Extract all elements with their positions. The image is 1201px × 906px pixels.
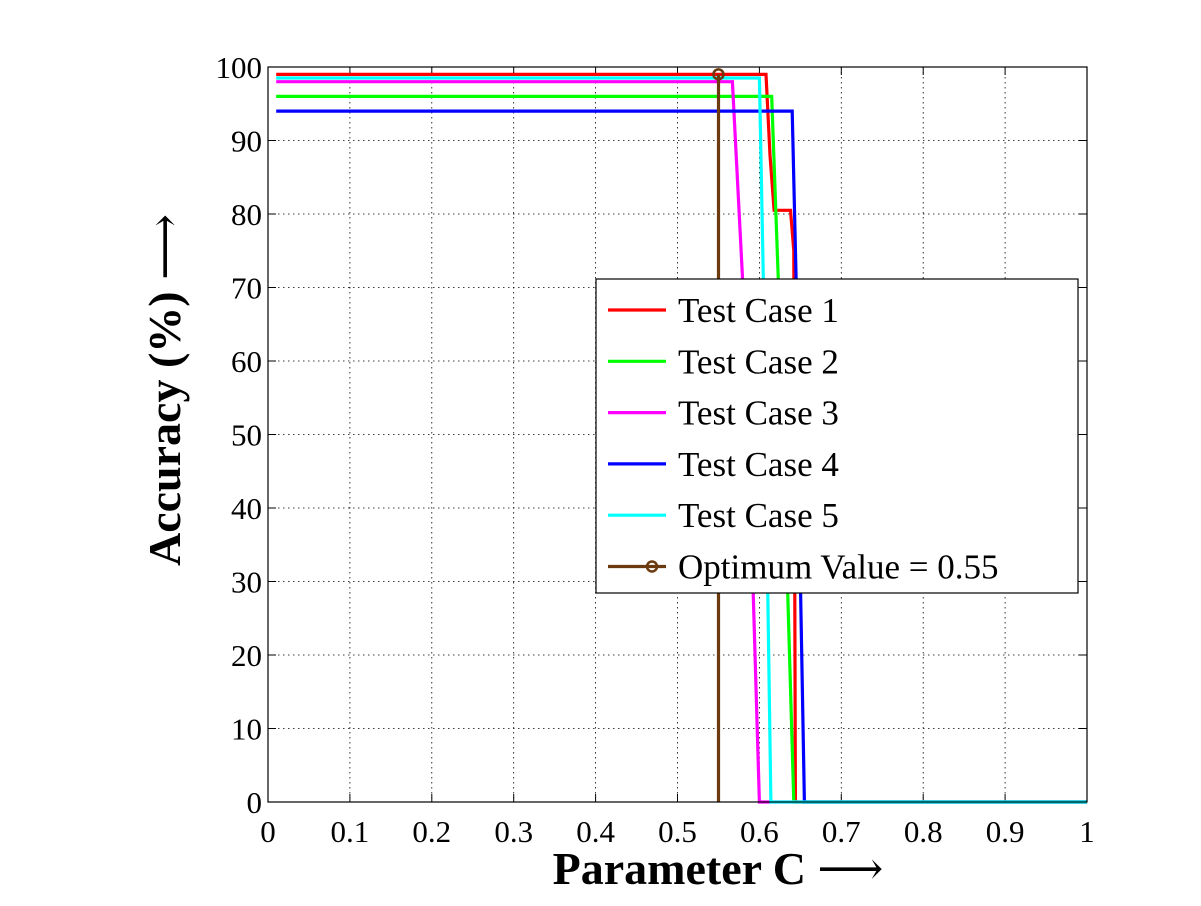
x-axis-title: Parameter C ⟶ (553, 843, 884, 894)
y-tick-label: 90 (231, 124, 262, 159)
x-tick-label: 0.1 (331, 814, 370, 849)
x-tick-label: 1 (1079, 814, 1095, 849)
legend-label-6: Optimum Value = 0.55 (678, 548, 998, 587)
x-tick-label: 0.6 (740, 814, 779, 849)
x-tick-label: 0.3 (494, 814, 533, 849)
legend-label-2: Test Case 2 (678, 342, 839, 381)
plot-frame (267, 66, 1088, 803)
y-tick-label: 50 (231, 418, 262, 453)
legend-label-5: Test Case 5 (678, 496, 839, 535)
x-tick-label: 0.8 (904, 814, 943, 849)
legend: Test Case 1 Test Case 2 Test Case 3 Test Ca… (595, 278, 1079, 594)
y-axis-title-text: Accuracy (%) (139, 280, 190, 566)
x-tick-label: 0.5 (658, 814, 697, 849)
y-tick-label: 20 (231, 638, 262, 673)
legend-label-1: Test Case 1 (678, 291, 839, 330)
y-tick-label: 40 (231, 491, 262, 526)
x-tick-label: 0 (260, 814, 276, 849)
y-tick-label: 100 (216, 50, 263, 85)
x-axis-title-text: Parameter C (553, 843, 818, 894)
x-tick-label: 0.9 (986, 814, 1025, 849)
y-axis-arrow: ⟶ (139, 214, 190, 280)
y-axis-title: Accuracy (%) ⟶ (139, 214, 190, 566)
x-axis-arrow: ⟶ (817, 843, 883, 894)
y-tick-label: 70 (231, 271, 262, 306)
legend-box (595, 278, 1079, 594)
y-tick-label: 10 (231, 712, 262, 747)
x-tick-label: 0.7 (822, 814, 861, 849)
legend-label-4: Test Case 4 (678, 445, 839, 484)
y-tick-label: 0 (247, 785, 263, 820)
y-tick-label: 60 (231, 344, 262, 379)
y-tick-label: 80 (231, 197, 262, 232)
x-tick-label: 0.4 (576, 814, 615, 849)
legend-marker-icon (645, 560, 659, 573)
x-tick-label: 0.2 (412, 814, 451, 849)
legend-label-3: Test Case 3 (678, 394, 839, 433)
y-tick-label: 30 (231, 565, 262, 600)
tick-labels: 0 0.1 0.2 0.3 0.4 0.5 0.6 0.7 0.8 0.9 101020304050… (216, 50, 1095, 849)
grid (268, 67, 1087, 802)
optimum-marker (712, 68, 725, 81)
